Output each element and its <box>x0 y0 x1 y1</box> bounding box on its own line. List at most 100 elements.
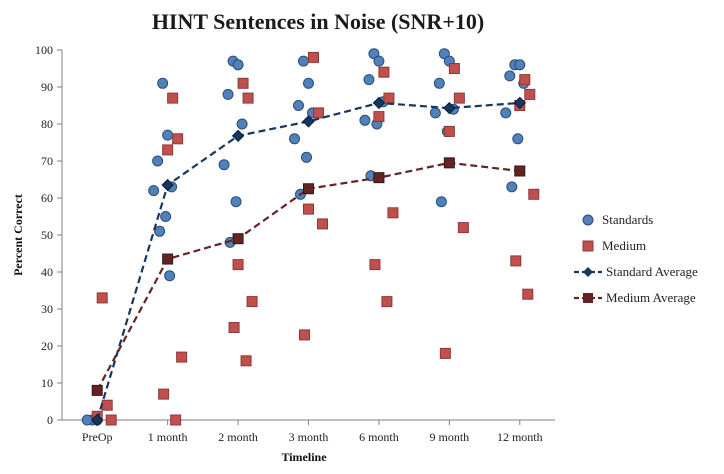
x-tick-label: 12 month <box>497 430 543 444</box>
standards-point <box>154 225 166 237</box>
legend-marker <box>582 214 594 226</box>
y-tick-label: 90 <box>41 80 53 94</box>
medium-point <box>448 63 460 74</box>
medium-average-point <box>303 183 314 195</box>
standards-point <box>157 77 169 89</box>
medium-point <box>439 347 451 359</box>
medium-point <box>369 259 381 271</box>
y-tick-label: 40 <box>41 265 53 279</box>
medium-point <box>303 203 314 215</box>
x-tick-label: 9 month <box>430 430 470 444</box>
legend-item: Medium <box>582 238 646 253</box>
standards-point <box>148 185 160 197</box>
standard-average-point <box>91 413 104 427</box>
medium-point <box>167 92 179 104</box>
standard-average-series <box>91 96 526 427</box>
medium-point <box>383 92 395 104</box>
medium-point <box>522 288 534 300</box>
medium-series <box>91 51 540 426</box>
medium-average-point <box>162 253 174 265</box>
medium-point <box>387 207 399 219</box>
y-tick-label: 50 <box>41 228 53 242</box>
medium-point <box>105 414 117 426</box>
standards-point <box>368 48 380 60</box>
legend-label: Standard Average <box>606 264 698 279</box>
standards-point <box>373 55 385 67</box>
standards-series <box>81 48 530 426</box>
standards-point <box>298 55 309 67</box>
x-axis-title: Timeline <box>281 450 327 464</box>
medium-point <box>524 88 536 100</box>
x-tick-label: 2 month <box>218 430 258 444</box>
y-tick-label: 100 <box>35 43 53 57</box>
standards-point <box>301 151 312 163</box>
medium-point <box>443 125 455 137</box>
standards-point <box>429 107 441 119</box>
medium-point <box>528 188 540 200</box>
medium-point <box>176 351 188 363</box>
medium-point <box>242 92 254 104</box>
x-tick-label: 6 month <box>359 430 399 444</box>
medium-average-line <box>96 161 520 391</box>
y-tick-label: 80 <box>41 117 53 131</box>
legend: Standards Medium Standard Average Medium Av… <box>574 212 698 305</box>
medium-average-point <box>373 172 385 184</box>
standards-point <box>363 74 375 86</box>
medium-point <box>299 329 310 341</box>
legend-label: Standards <box>602 212 653 227</box>
y-axis-title: Percent Correct <box>11 194 25 276</box>
standards-point <box>506 181 518 193</box>
medium-point <box>228 322 240 333</box>
x-tick-label: 1 month <box>148 430 188 444</box>
y-tick-label: 30 <box>41 302 53 316</box>
standards-point <box>230 196 242 208</box>
medium-average-point <box>514 165 526 177</box>
y-axis-ticks: 0 10 20 30 40 50 60 70 80 90 100 <box>35 43 62 427</box>
legend-item: Medium Average <box>574 290 696 305</box>
standards-point <box>504 70 516 82</box>
standards-point <box>81 414 93 426</box>
x-tick-label: 3 month <box>289 430 329 444</box>
medium-point <box>162 144 174 156</box>
medium-point <box>373 111 385 123</box>
standards-point <box>514 59 526 71</box>
medium-point <box>232 259 244 271</box>
standards-point <box>435 196 447 208</box>
standards-point <box>359 114 371 126</box>
standards-point <box>218 159 230 171</box>
standards-point <box>433 77 445 89</box>
medium-point <box>172 133 184 145</box>
medium-point <box>101 399 113 411</box>
legend-marker <box>583 267 593 277</box>
standard-average-point <box>231 129 245 143</box>
standards-point <box>222 88 234 100</box>
medium-point <box>510 255 522 267</box>
medium-point <box>308 51 319 63</box>
medium-average-point <box>443 157 455 169</box>
legend-item: Standards <box>582 212 653 227</box>
medium-point <box>96 292 108 304</box>
standards-point <box>162 129 174 141</box>
x-tick-label: PreOp <box>82 430 113 444</box>
medium-average-point <box>232 233 244 245</box>
standards-point <box>232 59 244 71</box>
medium-point <box>313 107 324 119</box>
legend-marker <box>582 240 594 252</box>
medium-point <box>519 74 531 86</box>
y-tick-label: 60 <box>41 191 53 205</box>
medium-point <box>246 296 258 308</box>
standard-average-point <box>372 96 386 110</box>
standard-average-point <box>443 101 456 115</box>
medium-average-point <box>91 384 103 396</box>
legend-label: Medium Average <box>606 290 696 305</box>
medium-point <box>170 414 182 426</box>
y-tick-label: 10 <box>41 376 53 390</box>
standard-average-line <box>96 101 520 421</box>
y-tick-label: 0 <box>47 413 53 427</box>
medium-point <box>381 296 393 308</box>
standard-average-point <box>513 96 526 110</box>
standards-point <box>164 270 176 282</box>
standards-point <box>236 118 248 130</box>
y-tick-label: 70 <box>41 154 53 168</box>
